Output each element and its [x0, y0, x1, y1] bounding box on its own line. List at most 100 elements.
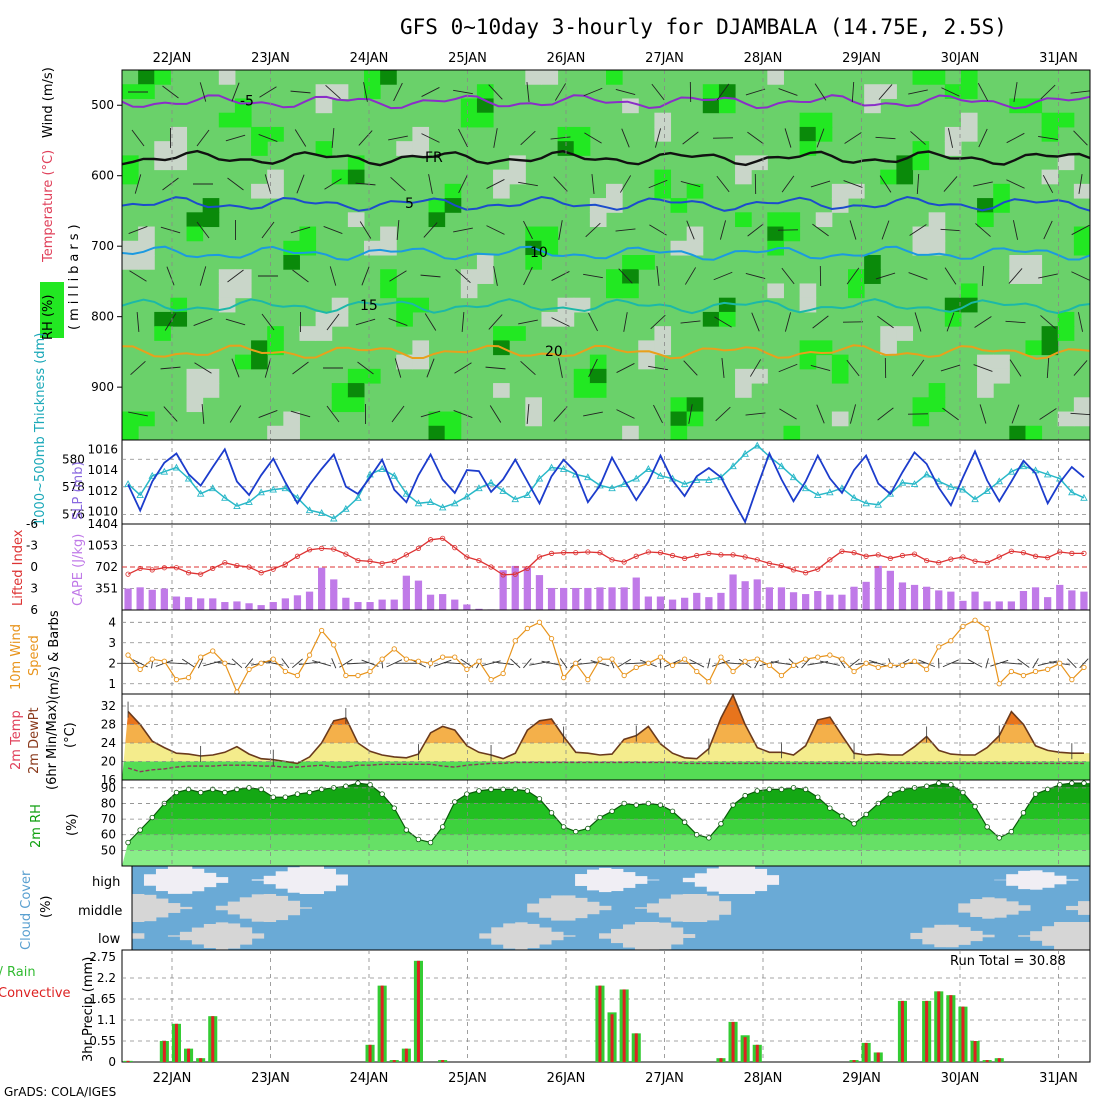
wind-barb — [688, 404, 693, 424]
wind-barb — [526, 82, 530, 102]
cloud-cell — [299, 907, 313, 909]
wind-barb — [848, 658, 860, 668]
rh-low-cell — [122, 255, 139, 270]
cloud-cover-panel — [131, 865, 1091, 951]
cloud-cell — [1018, 870, 1031, 890]
cloud-cell — [634, 907, 648, 909]
cloud-cell — [167, 935, 181, 937]
wind-barb — [231, 658, 243, 669]
wind10-label-1: 10m Wind — [9, 624, 24, 690]
rh-high-cell — [364, 368, 381, 384]
cloud-cell — [587, 869, 600, 891]
wind-barb — [489, 405, 502, 423]
wind-speed-point — [173, 677, 180, 683]
isotherm-line — [121, 195, 1091, 212]
rh-high-cell — [138, 411, 155, 427]
wind-barb — [648, 179, 668, 189]
thickness-point — [898, 478, 907, 486]
cloud-cell — [215, 905, 229, 911]
wind-barb — [1009, 359, 1022, 377]
rh2m-point — [464, 791, 470, 797]
wind-barb — [481, 660, 501, 667]
isotherm-label: 20 — [545, 344, 563, 360]
rh-high-cell — [186, 226, 204, 242]
wind-speed-point — [246, 666, 252, 673]
thickness-point — [487, 478, 495, 486]
rh-low-cell — [977, 368, 994, 384]
wind-barb — [197, 658, 204, 669]
rh2m-label: 2m RH — [29, 804, 44, 848]
rh-low-cell — [928, 240, 946, 256]
cloud-cell — [934, 924, 947, 948]
wind-barb — [264, 358, 272, 378]
wind-barb — [689, 659, 705, 668]
wind-axis-label: Wind (m/s) — [41, 67, 56, 138]
wind-tick: 2 — [108, 656, 116, 670]
lifted-index-point — [331, 546, 337, 552]
rh-low-cell — [493, 169, 510, 185]
wind-barb — [967, 659, 983, 668]
thickness-point — [1068, 488, 1076, 496]
wind-speed-point — [827, 652, 833, 658]
wind-barb — [715, 406, 731, 422]
precip-conv-bar — [162, 1041, 166, 1062]
wind-barb — [493, 266, 498, 286]
cloud-cell — [287, 900, 301, 916]
wind-barb — [1039, 408, 1057, 420]
wind-barb — [355, 182, 376, 186]
lifted-index-point — [270, 566, 276, 572]
isotherm-label: 10 — [530, 245, 548, 261]
rh2m-point — [258, 786, 264, 793]
date-tick-top: 25JAN — [448, 51, 487, 66]
rh-low-cell — [928, 226, 946, 242]
wind-speed-point — [948, 638, 954, 644]
rh-high-cell — [1057, 326, 1075, 341]
rh-max-cell — [347, 383, 365, 398]
li-tick: -3 — [26, 539, 38, 553]
rh-low-cell — [218, 283, 236, 299]
rh-high-cell — [880, 169, 897, 185]
rh-high-cell — [380, 269, 397, 284]
rh2m-point — [222, 789, 228, 796]
cloud-cell — [706, 895, 720, 921]
cloud-cell — [263, 875, 277, 885]
thickness-point — [523, 491, 532, 499]
rh-low-cell — [364, 240, 381, 256]
thickness-point — [729, 462, 737, 470]
lifted-index-point — [633, 553, 639, 559]
rh2m-point — [996, 835, 1002, 841]
rh-max-cell — [767, 226, 784, 242]
rh2m-point — [815, 794, 821, 800]
thickness-point — [329, 514, 338, 522]
precip-conv-bar — [368, 1044, 372, 1062]
wind-barb — [990, 659, 1009, 667]
wind-barb — [680, 180, 701, 188]
cape-bar — [269, 602, 277, 610]
rh2m-point — [669, 808, 676, 814]
wind-speed-point — [137, 666, 143, 673]
rh-high-cell — [476, 84, 494, 99]
isotherm-label: 15 — [360, 298, 378, 314]
lifted-index-point — [875, 552, 881, 558]
lifted-index-point — [379, 560, 385, 567]
temp-unit: (°C) — [63, 722, 78, 748]
rh2m-point — [802, 786, 809, 793]
wind-barb — [199, 266, 207, 286]
wind-barb — [259, 86, 277, 98]
wind-barb — [778, 88, 798, 96]
wind-speed-point — [270, 656, 276, 662]
rh-low-cell — [767, 70, 784, 85]
cloud-cell — [994, 898, 1007, 918]
cape-bar — [729, 574, 737, 610]
rh-low-cell — [638, 354, 655, 370]
isotherm-line — [121, 298, 1091, 315]
wind-barb — [1011, 404, 1020, 424]
wind-barb — [584, 132, 602, 144]
lifted-index-point — [1045, 555, 1051, 561]
rh-low-cell — [815, 212, 833, 228]
wind-barb — [714, 316, 732, 328]
wind-barb — [784, 312, 792, 332]
wind-speed-point — [1008, 668, 1014, 675]
cloud-cell — [515, 922, 528, 950]
rh-low-cell — [170, 126, 188, 142]
